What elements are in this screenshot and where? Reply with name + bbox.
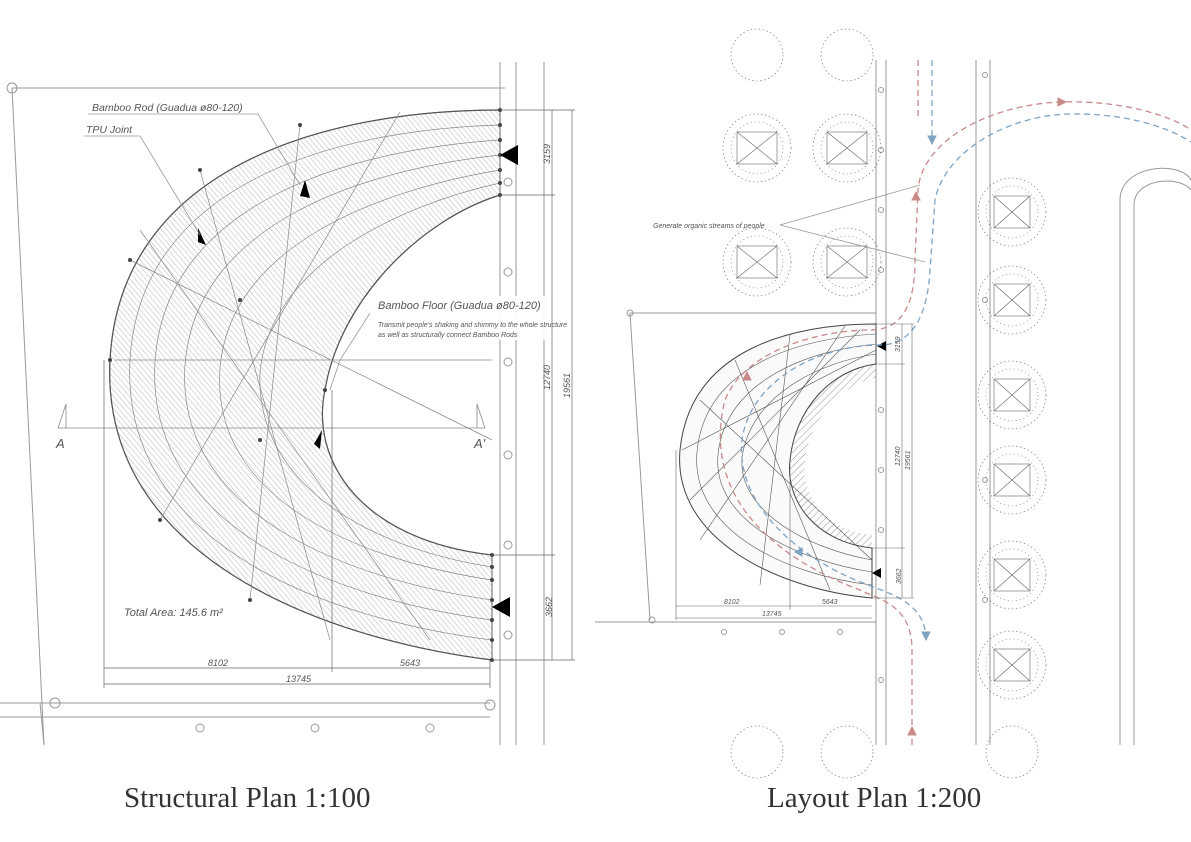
- pavilion-structure: [108, 108, 518, 662]
- bamboo-floor-label: Bamboo Floor (Guadua ø80-120): [378, 300, 541, 312]
- tree-icon: [977, 540, 1047, 610]
- bamboo-floor-note-2: as well as structurally connect Bamboo R…: [378, 332, 518, 339]
- section-a-label: A: [55, 436, 65, 451]
- dim-outer-span: 19561: [562, 373, 572, 398]
- section-line: [57, 403, 486, 429]
- layout-dim-outer-span: 19561: [905, 450, 912, 470]
- tree-icon: [985, 725, 1039, 779]
- layout-pavilion: [679, 323, 886, 599]
- structural-plan-caption: Structural Plan 1:100: [124, 782, 371, 814]
- layout-dim-inner-span: 12740: [895, 446, 902, 466]
- dim-total-width: 13745: [286, 674, 312, 684]
- tree-icon: [820, 28, 874, 82]
- tree-icon: [977, 177, 1047, 247]
- tpu-joint-label: TPU Joint: [86, 124, 133, 136]
- tree-icon: [820, 725, 874, 779]
- dim-inner-span: 12740: [542, 365, 552, 390]
- people-streams: [719, 60, 1191, 745]
- layout-dimension-lines: [675, 323, 914, 620]
- tree-icon: [730, 28, 784, 82]
- layout-plan: Generate organic streams of people 3159 …: [595, 28, 1191, 779]
- dim-left-width: 8102: [208, 658, 228, 668]
- roads: [595, 60, 1191, 745]
- site-boundary: [0, 82, 505, 746]
- layout-dim-right-width: 5643: [822, 599, 838, 606]
- bamboo-rod-label: Bamboo Rod (Guadua ø80-120): [92, 102, 243, 114]
- dim-top-opening: 3159: [542, 144, 552, 164]
- tree-icon: [722, 113, 792, 183]
- streams-note: Generate organic streams of people: [653, 223, 765, 230]
- tree-icon: [812, 113, 882, 183]
- layout-dim-bottom-opening: 3662: [896, 568, 903, 584]
- tree-icon: [722, 227, 792, 297]
- trees: [722, 28, 1047, 779]
- tree-icon: [977, 360, 1047, 430]
- tree-icon: [977, 445, 1047, 515]
- tree-icon: [730, 725, 784, 779]
- dim-bottom-opening: 3662: [544, 597, 554, 617]
- tree-icon: [977, 265, 1047, 335]
- tree-icon: [977, 630, 1047, 700]
- section-a-prime-label: A': [473, 436, 486, 451]
- dimension-lines: [103, 109, 575, 688]
- layout-dim-left-width: 8102: [724, 599, 740, 606]
- total-area-label: Total Area: 145.6 m²: [124, 607, 223, 619]
- dim-right-width: 5643: [400, 658, 420, 668]
- structural-plan: A A' Bamboo Rod (Guadua ø80-120) TPU Joi…: [0, 62, 590, 746]
- layout-plan-caption: Layout Plan 1:200: [767, 782, 982, 814]
- bamboo-floor-note-1: Transmit people's shaking and shimmy to …: [378, 322, 567, 329]
- layout-dim-total-width: 13745: [762, 611, 782, 618]
- road-strip: [499, 62, 545, 745]
- tree-icon: [812, 227, 882, 297]
- layout-dim-top-opening: 3159: [895, 336, 902, 352]
